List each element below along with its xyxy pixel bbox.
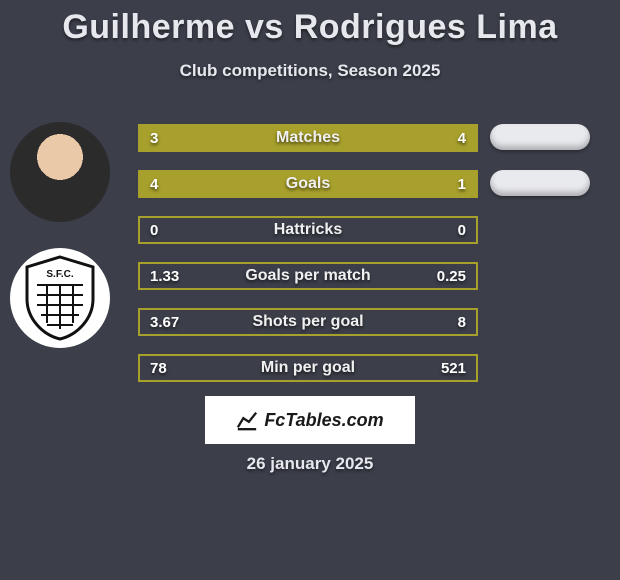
stat-bar: Goals per match1.33 0.25 [138,262,478,290]
bar-value-right: 521 [441,356,466,380]
bar-fill-right [281,126,476,150]
fctables-logo: FcTables.com [205,396,415,444]
page: Guilherme vs Rodrigues Lima Club competi… [0,0,620,580]
bar-value-left: 78 [150,356,167,380]
side-pills [490,124,610,216]
page-subtitle: Club competitions, Season 2025 [0,61,620,81]
stats-bars: Matches34 Goals41 Hattricks0 0 Goals per mat… [138,124,478,400]
bar-fill-right [409,172,476,196]
date-label: 26 january 2025 [0,454,620,474]
bar-label: Goals per match [140,264,476,288]
bar-value-right: 0 [458,218,466,242]
bar-value-right: 8 [458,310,466,334]
side-pill [490,124,590,150]
stat-bar: Hattricks0 0 [138,216,478,244]
bar-value-left: 1.33 [150,264,179,288]
logo-text: FcTables.com [264,410,383,431]
bar-label: Shots per goal [140,310,476,334]
stat-bar: Matches34 [138,124,478,152]
club-shield-icon: S.F.C. [23,255,97,341]
avatar-column: S.F.C. [10,122,120,374]
bar-value-left: 3.67 [150,310,179,334]
bar-fill-left [140,172,409,196]
page-title: Guilherme vs Rodrigues Lima [0,8,620,47]
bar-label: Min per goal [140,356,476,380]
stat-bar: Min per goal78 521 [138,354,478,382]
stat-bar: Goals41 [138,170,478,198]
bar-fill-left [140,126,281,150]
chart-icon [236,409,258,431]
player-avatar [10,122,110,222]
bar-value-left: 0 [150,218,158,242]
svg-text:S.F.C.: S.F.C. [46,269,73,280]
bar-value-right: 0.25 [437,264,466,288]
stat-bar: Shots per goal3.67 8 [138,308,478,336]
club-avatar: S.F.C. [10,248,110,348]
side-pill [490,170,590,196]
bar-label: Hattricks [140,218,476,242]
